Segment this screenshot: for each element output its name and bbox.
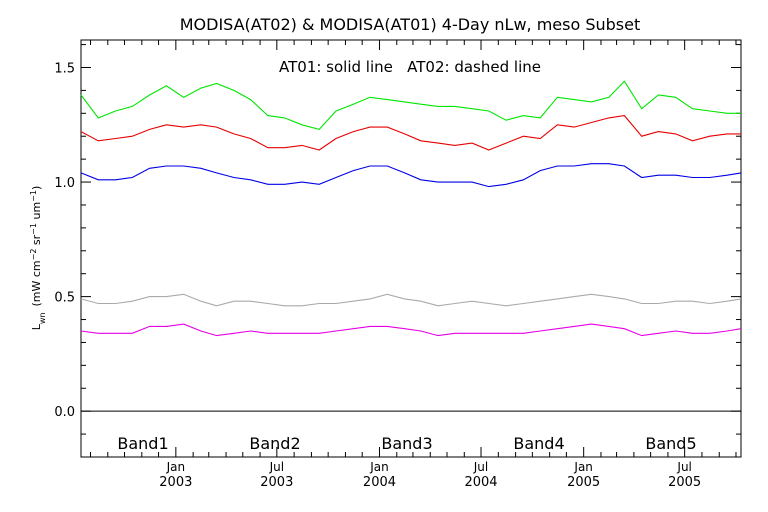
x-tick-month-label: Jul [473, 460, 488, 474]
y-axis-label-units: (mW cm [30, 260, 43, 306]
x-tick-year-label: 2003 [260, 475, 293, 490]
x-tick-month-label: Jul [676, 460, 691, 474]
legend-label-band3: Band3 [381, 434, 432, 453]
series-line-band4 [80, 293, 742, 307]
series-line-band3 [80, 163, 742, 188]
x-tick-month-label: Jan [573, 460, 593, 474]
y-axis-label-base: L [30, 323, 43, 330]
legend-label-band1: Band1 [117, 434, 168, 453]
x-tick-year-label: 2005 [567, 475, 600, 490]
line-style-annotation: AT01: solid line AT02: dashed line [279, 58, 541, 76]
x-tick-year-label: 2004 [363, 475, 396, 490]
legend-label-band5: Band5 [645, 434, 696, 453]
y-axis-label: Lwn(mW cm−2 sr−1 um−1) [29, 186, 47, 331]
y-axis-label-um: um [30, 202, 43, 223]
y-axis-label-exp2: −1 [29, 223, 38, 235]
chart-title: MODISA(AT02) & MODISA(AT01) 4-Day nLw, m… [180, 15, 641, 34]
y-axis-label-close: ) [30, 186, 43, 190]
x-tick-year-label: 2004 [464, 475, 497, 490]
plot-frame [80, 39, 742, 458]
x-tick-year-label: 2003 [159, 475, 192, 490]
y-axis-label-exp1: −2 [29, 249, 38, 261]
series-line-band2 [80, 115, 741, 151]
y-axis-label-sr: sr [30, 234, 43, 248]
plot-area: 0.00.51.01.5Jan2003Jul2003Jan2004Jul2004… [54, 39, 742, 490]
y-tick-label: 0.0 [54, 405, 75, 420]
x-tick-month-label: Jan [369, 460, 389, 474]
x-tick-month-label: Jul [269, 460, 284, 474]
legend-label-band2: Band2 [249, 434, 300, 453]
y-tick-label: 0.5 [54, 291, 75, 306]
y-axis-label-sub: wn [38, 313, 47, 325]
y-tick-label: 1.5 [54, 61, 75, 76]
series-line-band5 [80, 323, 742, 337]
legend-label-band4: Band4 [513, 434, 564, 453]
series-line-band1 [80, 80, 741, 131]
y-axis-label-exp3: −1 [29, 190, 38, 202]
x-tick-month-label: Jan [166, 460, 186, 474]
y-tick-label: 1.0 [54, 176, 75, 191]
x-tick-year-label: 2005 [668, 475, 701, 490]
